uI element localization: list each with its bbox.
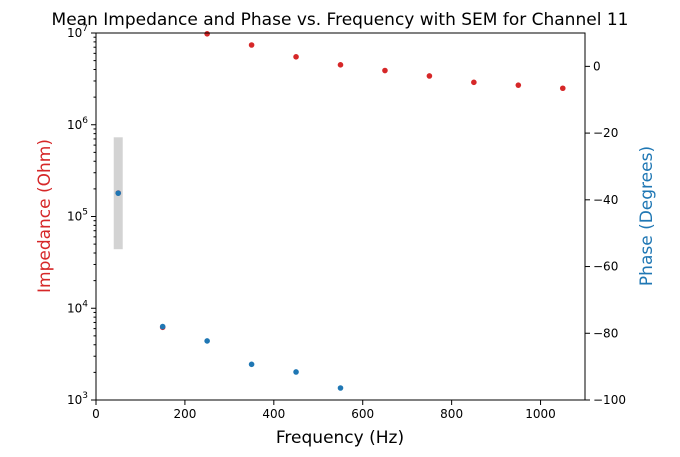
right-tick-label: −60 (593, 260, 618, 274)
impedance-point (382, 67, 388, 74)
right-tick-label: −20 (593, 126, 618, 140)
impedance-point (248, 42, 255, 48)
impedance-point (426, 73, 433, 79)
x-tick-label: 0 (92, 407, 100, 421)
left-tick-label: 103 (67, 391, 88, 407)
phase-point (248, 361, 255, 368)
x-axis: 0 200 400 600 800 1000 (92, 400, 556, 421)
phase-point (204, 338, 210, 344)
right-y-axis: 0 −20 −40 −60 −80 −100 (585, 59, 626, 407)
left-tick-label: 104 (67, 299, 88, 315)
right-tick-label: −80 (593, 326, 618, 340)
impedance-point (204, 31, 210, 37)
left-tick-label: 107 (67, 24, 88, 40)
x-tick-label: 200 (173, 407, 196, 421)
x-axis-label: Frequency (Hz) (276, 428, 404, 448)
plot-area (113, 31, 566, 391)
left-tick-label: 106 (67, 116, 88, 132)
x-tick-label: 400 (262, 407, 285, 421)
impedance-point (515, 82, 522, 88)
phase-point (337, 385, 344, 391)
phase-point (115, 190, 122, 196)
right-y-axis-label: Phase (Degrees) (637, 146, 657, 286)
right-tick-label: −40 (593, 193, 618, 207)
right-tick-label: −100 (593, 393, 626, 407)
axes-frame (95, 32, 586, 401)
impedance-point (337, 62, 344, 68)
right-tick-label: 0 (593, 59, 601, 73)
impedance-point (293, 54, 299, 60)
phase-point (159, 323, 166, 330)
chart-title: Mean Impedance and Phase vs. Frequency w… (52, 10, 629, 30)
x-tick-label: 800 (440, 407, 463, 421)
left-y-axis-label: Impedance (Ohm) (35, 139, 55, 293)
phase-point (293, 369, 299, 375)
impedance-point (559, 85, 566, 92)
left-tick-label: 105 (67, 208, 88, 224)
left-y-axis: 103 104 105 106 107 (67, 24, 96, 407)
impedance-point (471, 79, 477, 86)
x-tick-label: 1000 (525, 407, 556, 421)
x-tick-label: 600 (351, 407, 374, 421)
